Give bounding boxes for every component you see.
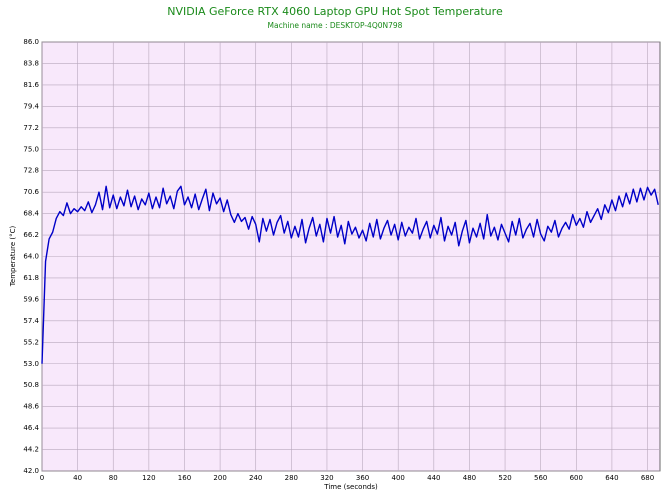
x-tick-label: 520 [498,474,511,482]
y-tick-label: 48.6 [23,403,39,411]
y-tick-label: 79.4 [23,102,39,110]
x-tick-label: 160 [178,474,191,482]
x-tick-label: 440 [427,474,440,482]
x-axis-label: Time (seconds) [323,483,378,491]
y-tick-label: 59.6 [23,295,39,303]
y-tick-label: 42.0 [23,467,39,475]
x-tick-label: 200 [213,474,226,482]
x-tick-label: 480 [463,474,476,482]
y-tick-label: 66.2 [23,231,39,239]
y-tick-label: 53.0 [23,360,39,368]
y-tick-label: 86.0 [23,38,39,46]
y-tick-label: 46.4 [23,424,39,432]
x-tick-label: 40 [73,474,82,482]
y-tick-label: 50.8 [23,381,39,389]
x-tick-label: 680 [641,474,654,482]
y-tick-label: 68.4 [23,210,39,218]
x-tick-label: 240 [249,474,262,482]
data-line [41,185,659,364]
y-axis-label: Temperature (°C) [9,226,17,288]
x-tick-label: 400 [392,474,405,482]
x-tick-label: 0 [40,474,44,482]
y-tick-label: 83.8 [23,59,39,67]
x-tick-label: 560 [534,474,547,482]
x-tick-label: 280 [285,474,298,482]
y-tick-label: 72.8 [23,167,39,175]
x-tick-label: 320 [320,474,333,482]
y-tick-label: 70.6 [23,188,39,196]
y-tick-label: 81.6 [23,81,39,89]
chart-title: NVIDIA GeForce RTX 4060 Laptop GPU Hot S… [167,5,503,18]
y-tick-label: 61.8 [23,274,39,282]
y-tick-label: 55.2 [23,338,39,346]
y-tick-label: 75.0 [23,145,39,153]
y-tick-label: 64.0 [23,253,39,261]
y-tick-label: 44.2 [23,446,39,454]
x-tick-label: 360 [356,474,369,482]
y-tick-label: 57.4 [23,317,39,325]
x-tick-label: 640 [605,474,618,482]
x-tick-label: 600 [570,474,583,482]
x-tick-label: 120 [142,474,155,482]
x-tick-label: 80 [109,474,118,482]
y-tick-label: 77.2 [23,124,39,132]
chart-subtitle: Machine name : DESKTOP-4Q0N798 [268,21,403,30]
